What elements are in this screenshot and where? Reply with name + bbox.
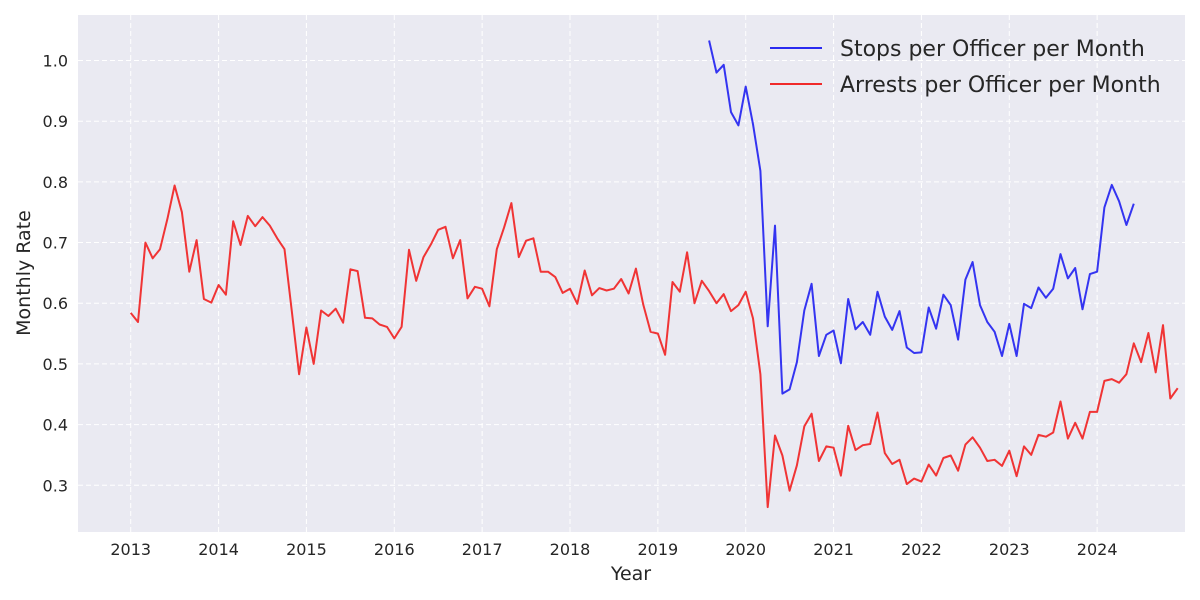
y-tick-label: 1.0	[43, 52, 68, 71]
x-tick-label: 2013	[110, 540, 151, 559]
series-line-1	[129, 184, 1179, 509]
x-tick-label: 2021	[813, 540, 854, 559]
x-tick-label: 2018	[550, 540, 591, 559]
x-tick-label: 2016	[374, 540, 415, 559]
x-tick-label: 2024	[1077, 540, 1118, 559]
y-tick-label: 0.5	[43, 355, 68, 374]
y-axis-label: Monthly Rate	[13, 210, 35, 336]
x-tick-label: 2017	[462, 540, 503, 559]
x-tick-label: 2020	[725, 540, 766, 559]
x-tick-label: 2014	[198, 540, 239, 559]
legend-entry-0: Stops per Officer per Month	[840, 37, 1145, 62]
plot-background	[78, 15, 1185, 532]
y-tick-label: 0.9	[43, 112, 68, 131]
series-lines	[129, 40, 1179, 509]
y-tick-label: 0.8	[43, 173, 68, 192]
y-tick-label: 0.7	[43, 234, 68, 253]
y-tick-label: 0.3	[43, 476, 68, 495]
y-tick-label: 0.4	[43, 416, 68, 435]
y-axis-ticks: 0.3 0.4 0.5 0.6 0.7 0.8 0.9 1.0	[43, 52, 68, 496]
x-axis-label: Year	[610, 563, 651, 585]
y-tick-label: 0.6	[43, 294, 68, 313]
x-tick-label: 2023	[989, 540, 1030, 559]
series-line-0	[708, 40, 1135, 395]
x-axis-ticks: 2013 2014 2015 2016 2017 2018 2019 2020 2021 2022…	[110, 540, 1117, 559]
x-tick-label: 2022	[901, 540, 942, 559]
x-tick-label: 2015	[286, 540, 327, 559]
legend: Stops per Officer per Month Arrests per O…	[770, 37, 1161, 98]
legend-entry-1: Arrests per Officer per Month	[840, 73, 1161, 98]
x-tick-label: 2019	[637, 540, 678, 559]
grid-lines	[78, 15, 1185, 532]
